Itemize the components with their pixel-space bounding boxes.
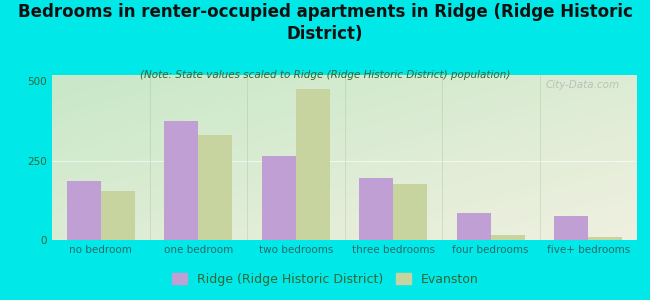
Bar [588,237,623,240]
Bar [554,216,588,240]
Legend: Ridge (Ridge Historic District), Evanston: Ridge (Ridge Historic District), Evansto… [167,268,483,291]
Bar [101,191,135,240]
Text: City-Data.com: City-Data.com [545,80,619,90]
Bar [66,181,101,240]
Bar [457,213,491,240]
Bar [393,184,428,240]
Bar [296,89,330,240]
Bar [198,135,233,240]
Bar [359,178,393,240]
Bar [164,121,198,240]
Bar [261,156,296,240]
Text: Bedrooms in renter-occupied apartments in Ridge (Ridge Historic
District): Bedrooms in renter-occupied apartments i… [18,3,632,43]
Text: (Note: State values scaled to Ridge (Ridge Historic District) population): (Note: State values scaled to Ridge (Rid… [140,70,510,80]
Bar [491,235,525,240]
